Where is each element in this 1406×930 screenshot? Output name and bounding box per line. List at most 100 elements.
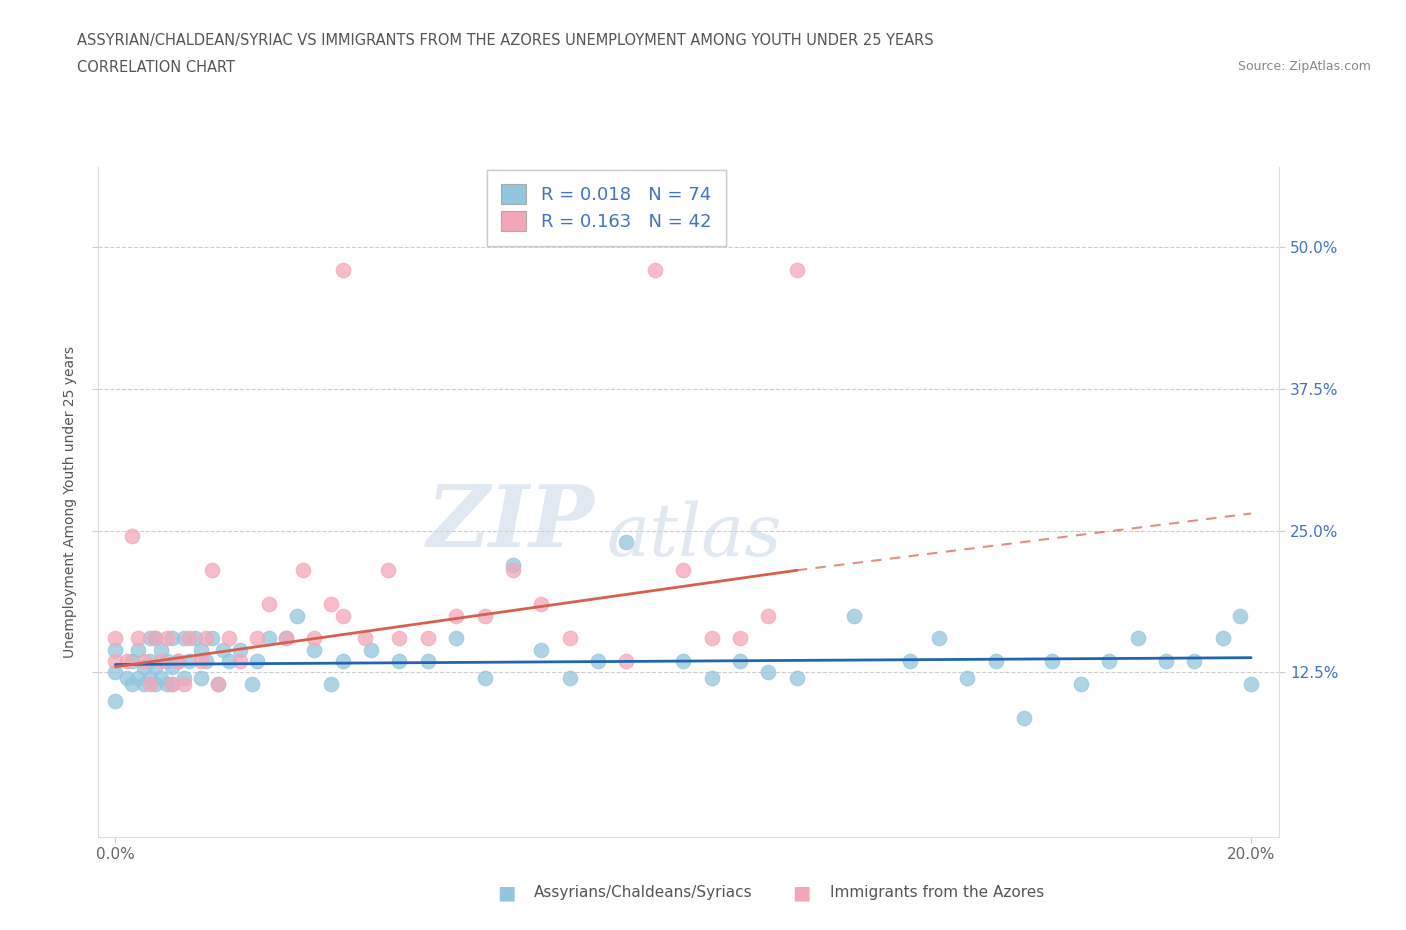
Point: [218, 654, 240, 669]
Point: [1126, 631, 1149, 645]
Point: [586, 654, 609, 669]
Point: [257, 597, 280, 612]
Text: Assyrians/Chaldeans/Syriacs: Assyrians/Chaldeans/Syriacs: [534, 885, 752, 900]
Point: [207, 676, 229, 691]
Point: [285, 608, 308, 623]
Point: [332, 654, 354, 669]
Text: ■: ■: [792, 884, 811, 902]
Point: [728, 654, 751, 669]
Text: ZIP: ZIP: [426, 481, 595, 564]
Point: [240, 676, 263, 691]
Point: [138, 671, 160, 685]
Point: [758, 608, 780, 623]
Point: [274, 631, 297, 645]
Point: [1070, 676, 1092, 691]
Point: [700, 671, 723, 685]
Text: ■: ■: [496, 884, 516, 902]
Point: [155, 631, 177, 645]
Point: [121, 529, 143, 544]
Point: [377, 563, 399, 578]
Point: [184, 631, 207, 645]
Point: [190, 671, 212, 685]
Point: [302, 643, 325, 658]
Point: [104, 643, 127, 658]
Point: [162, 676, 183, 691]
Point: [143, 631, 166, 645]
Text: Source: ZipAtlas.com: Source: ZipAtlas.com: [1237, 60, 1371, 73]
Point: [672, 654, 695, 669]
Point: [207, 676, 229, 691]
Point: [502, 563, 524, 578]
Point: [388, 654, 411, 669]
Point: [173, 676, 195, 691]
Text: CORRELATION CHART: CORRELATION CHART: [77, 60, 235, 75]
Point: [332, 608, 354, 623]
Point: [104, 694, 127, 709]
Text: atlas: atlas: [606, 500, 782, 571]
Point: [321, 676, 343, 691]
Point: [616, 535, 638, 550]
Point: [1012, 711, 1035, 725]
Point: [173, 631, 195, 645]
Point: [444, 631, 467, 645]
Point: [558, 671, 581, 685]
Point: [179, 631, 201, 645]
Point: [672, 563, 695, 578]
Point: [416, 631, 439, 645]
Point: [143, 659, 166, 674]
Point: [190, 654, 212, 669]
Point: [1182, 654, 1205, 669]
Point: [155, 676, 177, 691]
Point: [121, 654, 143, 669]
Point: [229, 654, 252, 669]
Point: [360, 643, 382, 658]
Point: [121, 676, 143, 691]
Point: [167, 654, 190, 669]
Point: [416, 654, 439, 669]
Legend: R = 0.018   N = 74, R = 0.163   N = 42: R = 0.018 N = 74, R = 0.163 N = 42: [486, 170, 725, 246]
Point: [530, 597, 553, 612]
Point: [246, 654, 269, 669]
Point: [758, 665, 780, 680]
Point: [104, 654, 127, 669]
Point: [257, 631, 280, 645]
Point: [1240, 676, 1263, 691]
Point: [143, 676, 166, 691]
Point: [201, 563, 224, 578]
Point: [842, 608, 865, 623]
Point: [138, 654, 160, 669]
Point: [149, 671, 172, 685]
Point: [1040, 654, 1063, 669]
Point: [332, 262, 354, 277]
Point: [291, 563, 314, 578]
Point: [212, 643, 235, 658]
Point: [246, 631, 269, 645]
Point: [900, 654, 922, 669]
Point: [127, 643, 149, 658]
Point: [149, 643, 172, 658]
Point: [1229, 608, 1251, 623]
Point: [474, 671, 496, 685]
Text: Immigrants from the Azores: Immigrants from the Azores: [830, 885, 1043, 900]
Point: [190, 643, 212, 658]
Point: [143, 631, 166, 645]
Point: [179, 654, 201, 669]
Point: [218, 631, 240, 645]
Point: [132, 654, 155, 669]
Point: [229, 643, 252, 658]
Point: [558, 631, 581, 645]
Point: [104, 665, 127, 680]
Point: [321, 597, 343, 612]
Point: [502, 557, 524, 572]
Point: [984, 654, 1007, 669]
Point: [530, 643, 553, 658]
Point: [195, 631, 218, 645]
Point: [201, 631, 224, 645]
Point: [1154, 654, 1177, 669]
Point: [173, 671, 195, 685]
Point: [162, 659, 183, 674]
Point: [167, 654, 190, 669]
Point: [728, 631, 751, 645]
Point: [700, 631, 723, 645]
Point: [388, 631, 411, 645]
